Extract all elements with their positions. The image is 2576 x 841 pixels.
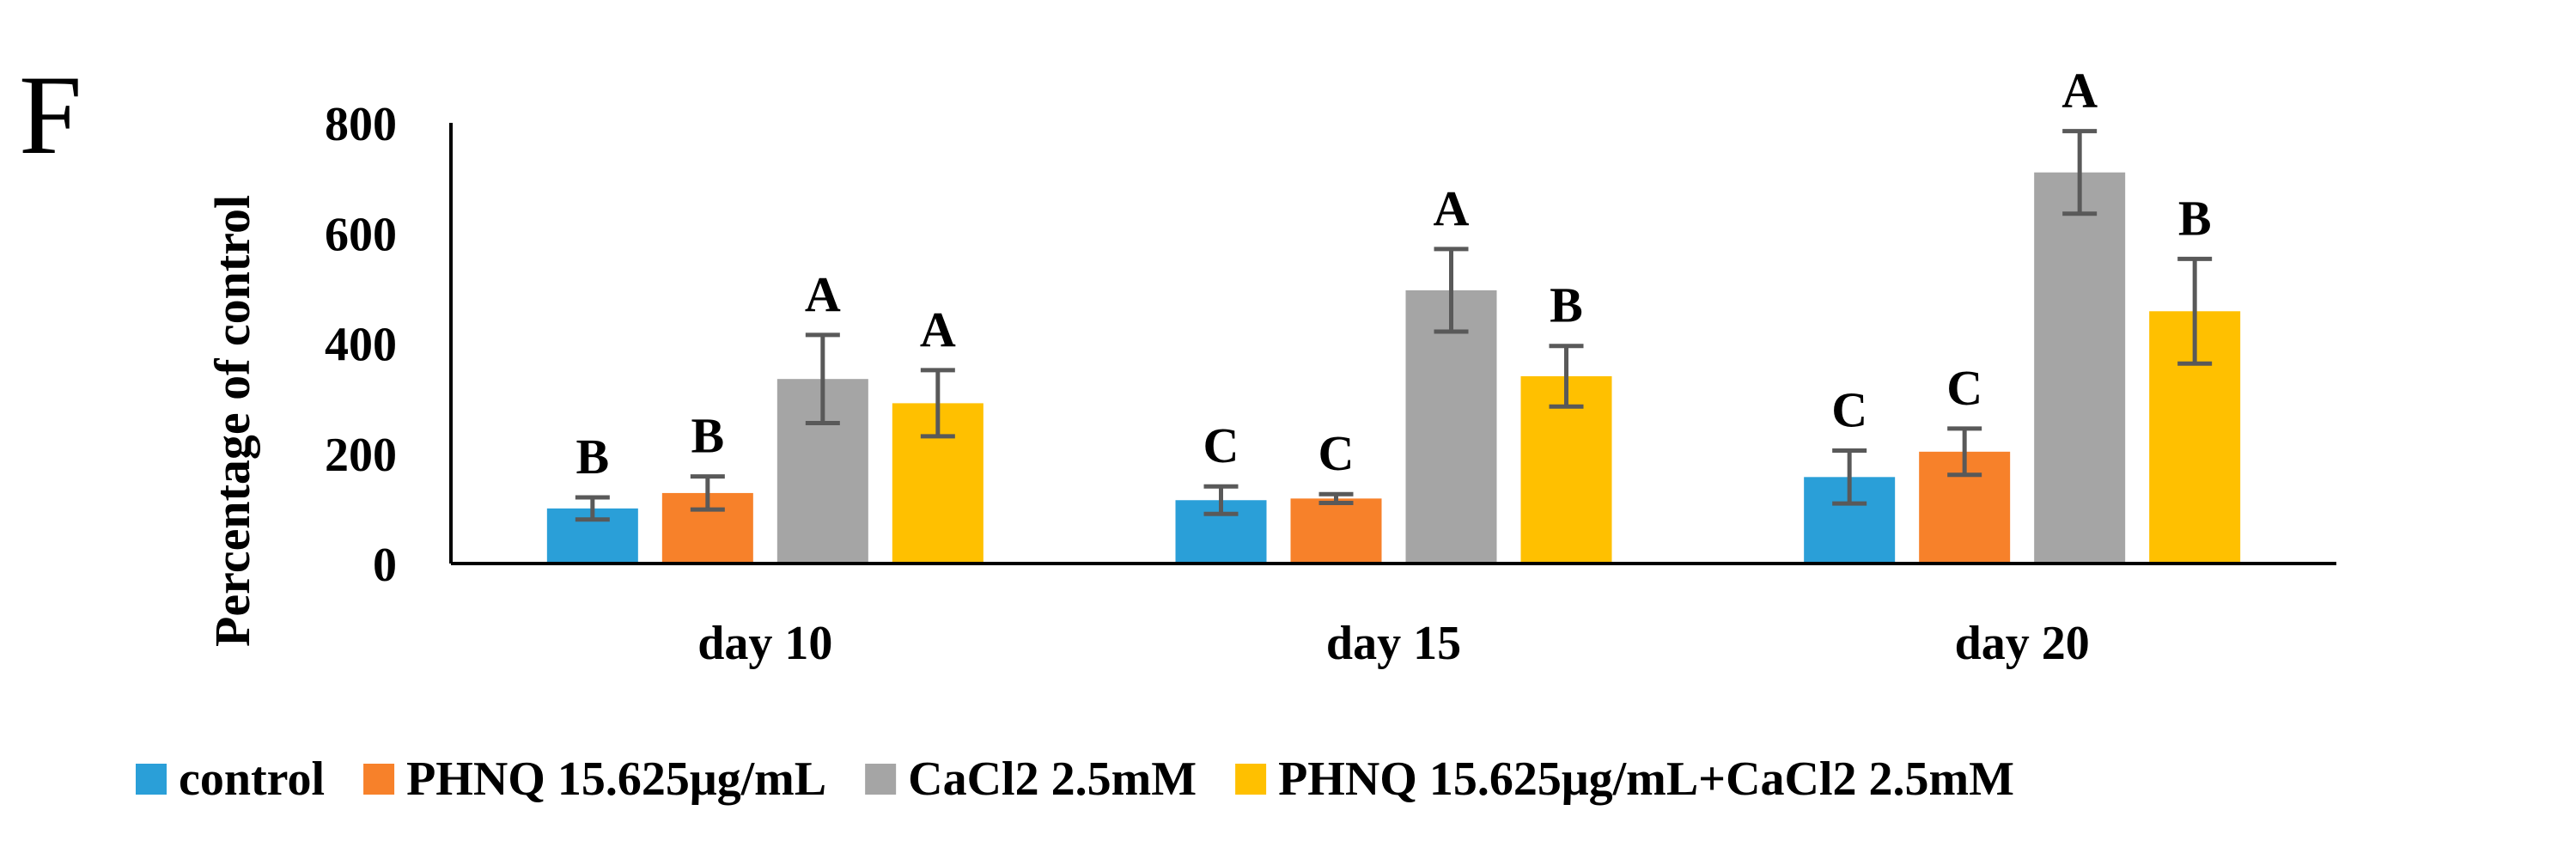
bars-group: B B A A C C A B C C A B: [546, 63, 2241, 564]
significance-letter: A: [920, 302, 956, 357]
y-tick-label: 400: [325, 319, 397, 372]
significance-letter: B: [1550, 277, 1583, 333]
legend-label: CaCl2 2.5mM: [908, 753, 1197, 806]
legend-label: control: [179, 753, 325, 806]
panel-label: F: [19, 52, 82, 178]
bar-3-3: [2034, 172, 2126, 564]
axes: [449, 123, 2336, 565]
legend-swatch: [865, 764, 897, 795]
y-axis-title: Percentage of control: [204, 195, 260, 647]
legend-label: PHNQ 15.625μg/mL: [406, 753, 826, 806]
error-bar: [1203, 484, 1239, 516]
significance-letter: B: [575, 429, 609, 484]
error-bar: [2062, 129, 2098, 216]
significance-letter: C: [1318, 425, 1355, 481]
x-axis-ticks: day 10 day 15 day 20: [697, 617, 2089, 670]
significance-letter: C: [1203, 417, 1239, 473]
significance-letter: B: [2178, 190, 2212, 246]
y-tick-label: 800: [325, 98, 397, 151]
x-tick-label: day 10: [697, 617, 832, 670]
significance-letter: C: [1946, 360, 1982, 416]
significance-letter: B: [691, 408, 724, 464]
legend: control PHNQ 15.625μg/mL CaCl2 2.5mM PHNQ 1…: [136, 753, 2014, 806]
y-tick-label: 0: [373, 539, 397, 592]
error-bar: [1434, 247, 1469, 334]
error-bar: [575, 495, 610, 522]
y-axis-ticks: 0 200 400 600 800: [325, 98, 397, 592]
x-tick-label: day 20: [1955, 617, 2090, 670]
significance-letter: A: [1434, 180, 1470, 236]
significance-letter: A: [805, 266, 841, 322]
error-bar: [1549, 344, 1584, 409]
x-tick-label: day 15: [1326, 617, 1461, 670]
legend-swatch: [363, 764, 395, 795]
significance-letter: C: [1831, 382, 1867, 438]
error-bar: [690, 474, 725, 512]
error-bar: [1947, 426, 1982, 478]
significance-letter: A: [2061, 63, 2098, 119]
error-bar: [805, 332, 840, 425]
y-tick-label: 600: [325, 208, 397, 261]
error-bar: [1832, 448, 1867, 506]
error-bar: [2177, 256, 2213, 366]
error-bar: [920, 368, 955, 439]
legend-label: PHNQ 15.625μg/mL+CaCl2 2.5mM: [1278, 753, 2014, 806]
y-tick-label: 200: [325, 429, 397, 482]
bar-3-2: [1405, 289, 1497, 564]
legend-swatch: [136, 764, 167, 795]
legend-swatch: [1235, 764, 1267, 795]
error-bar: [1318, 491, 1354, 505]
bar-2-2: [1290, 498, 1382, 564]
